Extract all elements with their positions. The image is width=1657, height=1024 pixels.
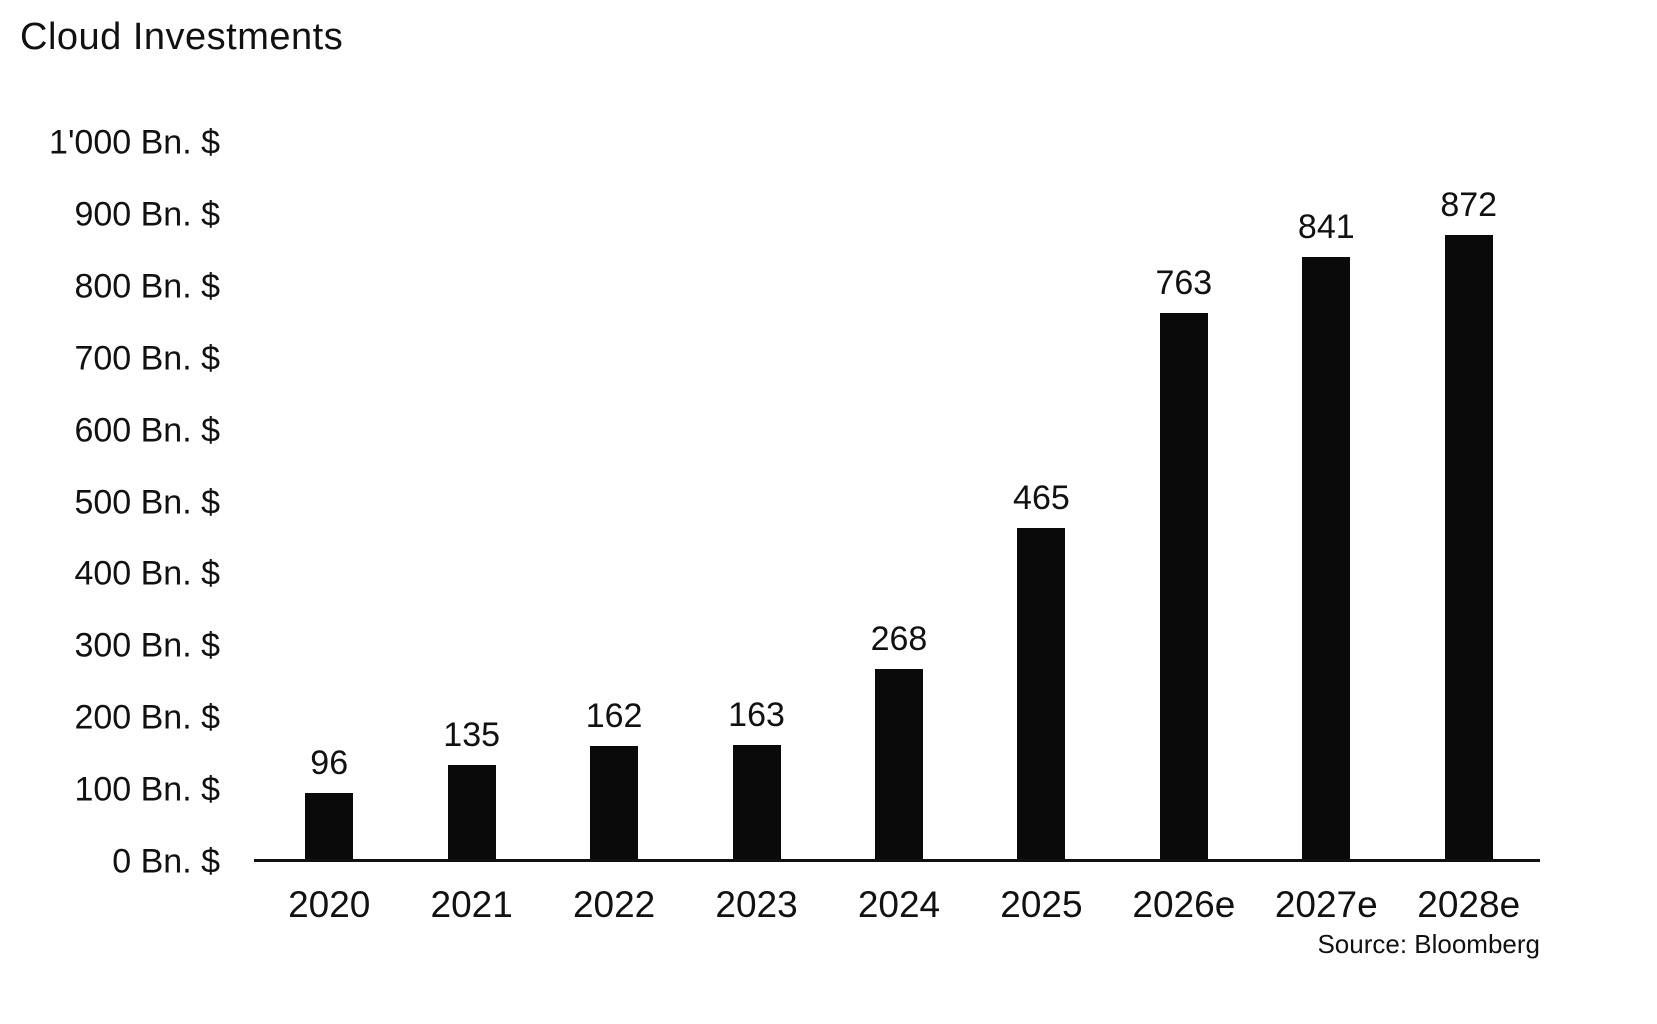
bar-value-label: 465 — [1013, 478, 1070, 517]
bar — [305, 792, 354, 862]
bar-value-label: 841 — [1297, 208, 1355, 247]
x-tick-label: 2023 — [715, 884, 798, 925]
chart-title: Cloud Investments — [20, 16, 344, 58]
bar-group: 268 — [828, 143, 970, 862]
x-tick-label: 2027e — [1274, 884, 1378, 925]
bar-group: 162 — [543, 143, 685, 862]
x-tick-label: 2024 — [857, 884, 941, 925]
y-tick-label: 0 Bn. $ — [112, 842, 220, 881]
y-tick-label: 900 Bn. $ — [74, 195, 220, 234]
y-tick-label: 500 Bn. $ — [74, 483, 220, 521]
bar-value-label: 162 — [585, 696, 643, 735]
x-tick-label: 2028e — [1417, 884, 1521, 925]
y-axis-tick-labels: 0 Bn. $ 100 Bn. $ 200 Bn. $ 300 Bn. $ 400 Bn… — [0, 124, 220, 881]
bar-value-label: 163 — [728, 695, 785, 734]
y-tick-label: 800 Bn. $ — [74, 267, 220, 306]
bar-group: 135 — [400, 143, 542, 862]
bar-group: 872 — [1398, 143, 1540, 862]
bar-group: 96 — [258, 143, 400, 862]
x-tick-label: 2021 — [430, 884, 513, 925]
bar-value-label: 268 — [870, 620, 928, 659]
bar — [1302, 257, 1351, 862]
bar-value-label: 763 — [1155, 264, 1213, 303]
y-tick-label: 600 Bn. $ — [74, 411, 220, 450]
bar-value-label: 872 — [1440, 186, 1498, 225]
bar-value-label: 96 — [310, 743, 349, 782]
bar-group: 841 — [1255, 143, 1397, 862]
x-tick-label: 2025 — [1000, 884, 1083, 925]
y-tick-label: 700 Bn. $ — [74, 339, 220, 378]
bar-series: 96 135 162 163 268 465 763 841 872 — [258, 143, 1540, 862]
bar — [1444, 235, 1493, 862]
x-tick-label: 2020 — [288, 884, 371, 925]
y-tick-label: 300 Bn. $ — [74, 626, 220, 665]
bar — [1017, 527, 1066, 862]
plot-area: 96 135 162 163 268 465 763 841 872 — [254, 143, 1540, 862]
bar — [1159, 313, 1208, 862]
bar — [732, 744, 781, 862]
bar-group: 465 — [970, 143, 1112, 862]
y-tick-label: 400 Bn. $ — [74, 554, 220, 593]
x-axis-line — [254, 859, 1540, 862]
y-tick-label: 1'000 Bn. $ — [49, 123, 220, 162]
bar-group: 763 — [1113, 143, 1255, 862]
bar — [447, 764, 496, 862]
bar-value-label: 135 — [443, 715, 501, 754]
y-tick-label: 200 Bn. $ — [74, 698, 220, 737]
x-axis-tick-labels: 2020 2021 2022 2023 2024 2025 2026e 2027e 2028e — [258, 884, 1540, 926]
bar-group: 163 — [685, 143, 827, 862]
y-tick-label: 100 Bn. $ — [74, 770, 220, 809]
bar — [590, 745, 639, 862]
bar — [874, 669, 923, 862]
x-tick-label: 2026e — [1132, 884, 1236, 925]
x-tick-label: 2022 — [572, 884, 656, 925]
source-note: Source: Bloomberg — [1317, 929, 1540, 959]
